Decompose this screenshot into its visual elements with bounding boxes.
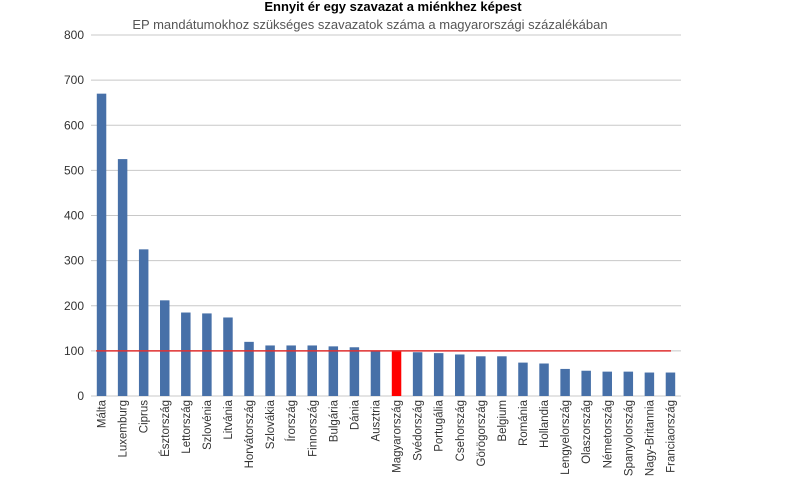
bar xyxy=(412,352,423,396)
bar xyxy=(244,341,254,396)
bar xyxy=(476,356,486,396)
x-tick-label: Németország xyxy=(602,400,614,468)
bar xyxy=(96,93,107,396)
bar xyxy=(138,249,149,396)
x-tick-label: Dánia xyxy=(349,399,361,430)
bar xyxy=(117,159,128,396)
x-tick-label: Nagy-Britannia xyxy=(644,399,656,476)
bar xyxy=(202,313,212,396)
bar xyxy=(665,372,676,396)
y-tick-label: 400 xyxy=(64,209,84,223)
x-tick-label: Lettország xyxy=(181,400,193,454)
x-tick-label: Ciprus xyxy=(139,400,151,433)
x-tick-label: Franciaország xyxy=(665,400,677,473)
y-tick-label: 500 xyxy=(64,163,84,177)
x-tick-label: Portugália xyxy=(434,399,446,451)
x-tick-label: Írország xyxy=(285,400,298,442)
chart-subtitle: EP mandátumokhoz szükséges szavazatok sz… xyxy=(132,17,607,32)
bar xyxy=(644,372,655,396)
x-tick-label: Svédország xyxy=(413,400,425,461)
bar xyxy=(181,312,191,396)
y-tick-label: 300 xyxy=(64,254,84,268)
x-tick-label: Szlovákia xyxy=(265,399,277,449)
bar xyxy=(328,346,339,396)
bar xyxy=(433,353,444,396)
bar xyxy=(370,350,381,396)
bar xyxy=(349,347,360,396)
x-tick-label: Olaszország xyxy=(581,400,593,464)
x-axis-labels: Málta Luxemburg Ciprus Észtország Lettország… xyxy=(97,399,678,476)
x-tick-label: Ausztria xyxy=(370,399,382,441)
y-axis-ticks: 0 100 200 300 400 500 600 700 800 xyxy=(64,28,84,403)
bar xyxy=(623,371,634,396)
x-tick-label: Szlovénia xyxy=(202,399,214,449)
x-tick-label: Hollandia xyxy=(539,399,551,448)
y-tick-label: 800 xyxy=(64,28,84,42)
bar xyxy=(497,356,507,396)
bar xyxy=(518,362,528,396)
x-tick-label: Lengyelország xyxy=(560,400,572,475)
y-tick-label: 700 xyxy=(64,73,84,87)
x-tick-label: Horvátország xyxy=(244,400,256,468)
x-tick-label: Belgium xyxy=(497,400,509,442)
bar xyxy=(307,345,317,396)
gridlines xyxy=(91,34,681,397)
x-tick-label: Észtország xyxy=(159,400,172,457)
x-tick-label: Bulgária xyxy=(328,399,340,442)
bar xyxy=(286,345,296,396)
chart-title: Ennyit ér egy szavazat a miénkhez képest xyxy=(264,0,522,14)
bar xyxy=(223,317,233,396)
y-tick-label: 200 xyxy=(64,299,84,313)
x-tick-label: Csehország xyxy=(455,400,467,461)
x-tick-label: Görögország xyxy=(476,400,488,466)
x-tick-label: Málta xyxy=(97,399,109,428)
bar xyxy=(160,300,170,396)
bar xyxy=(539,363,549,396)
x-tick-label: Finnország xyxy=(307,400,319,457)
x-tick-label: Litvánia xyxy=(223,399,235,439)
x-tick-label: Magyarország xyxy=(392,400,404,473)
bar xyxy=(265,345,275,396)
x-tick-label: Luxemburg xyxy=(118,400,130,458)
bar xyxy=(581,370,591,396)
bar xyxy=(455,354,465,396)
bar xyxy=(602,371,612,396)
y-tick-label: 600 xyxy=(64,118,84,132)
x-tick-label: Románia xyxy=(518,399,530,446)
bar xyxy=(560,368,570,396)
bars xyxy=(96,93,676,396)
y-tick-label: 0 xyxy=(77,389,84,403)
y-tick-label: 100 xyxy=(64,344,84,358)
x-tick-label: Spanyolország xyxy=(623,400,635,476)
bar xyxy=(391,350,402,396)
